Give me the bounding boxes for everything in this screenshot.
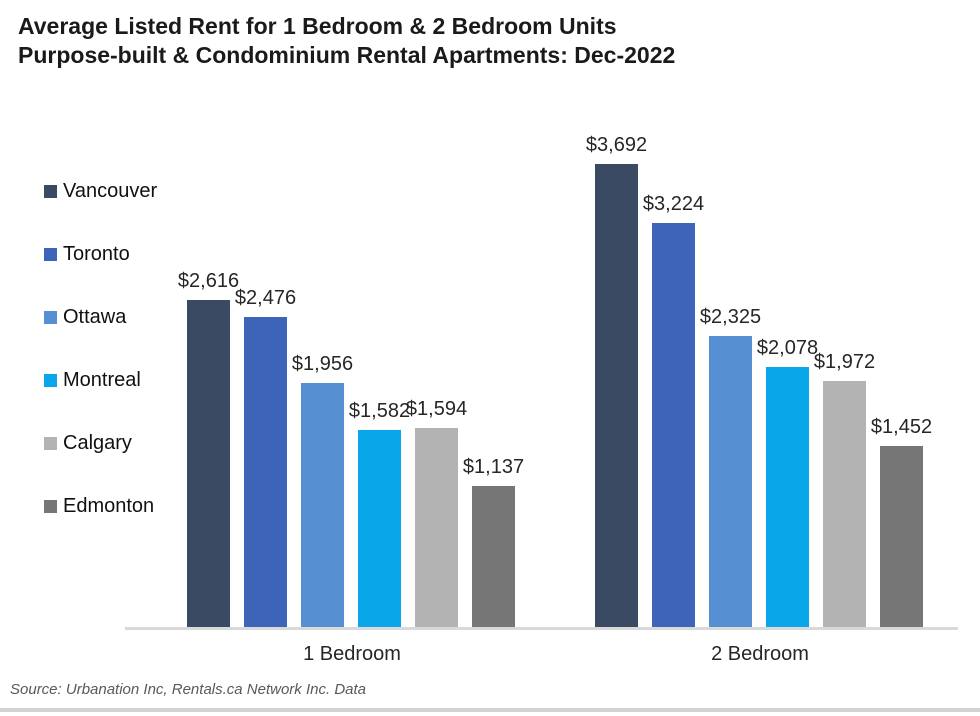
legend-swatch-icon bbox=[44, 310, 57, 324]
bar-group-1-bedroom: $2,616 $2,476 $1,956 $1,582 $1,594 $1,137 bbox=[178, 270, 524, 629]
bar-calgary-2-bedroom: $1,972 bbox=[814, 351, 875, 629]
bar-group-2-bedroom: $3,692 $3,224 $2,325 $2,078 $1,972 $1,452 bbox=[586, 134, 932, 629]
legend-label: Calgary bbox=[63, 431, 132, 454]
bar-toronto-1-bedroom: $2,476 bbox=[235, 287, 296, 629]
bottom-divider bbox=[0, 708, 980, 712]
chart-title-line2: Purpose-built & Condominium Rental Apart… bbox=[18, 42, 676, 68]
source-note: Source: Urbanation Inc, Rentals.ca Netwo… bbox=[10, 681, 367, 698]
bar-vancouver-1-bedroom: $2,616 bbox=[178, 270, 239, 629]
bar-value-label: $1,972 bbox=[813, 351, 876, 373]
legend-swatch-icon bbox=[44, 373, 57, 387]
legend-label: Montreal bbox=[63, 368, 141, 391]
chart-title: Average Listed Rent for 1 Bedroom & 2 Be… bbox=[18, 12, 675, 70]
legend-item-toronto: Toronto bbox=[44, 243, 157, 265]
legend-item-edmonton: Edmonton bbox=[44, 495, 157, 517]
legend-swatch-icon bbox=[44, 436, 57, 450]
legend-item-vancouver: Vancouver bbox=[44, 180, 157, 202]
legend-item-calgary: Calgary bbox=[44, 432, 157, 454]
bar-edmonton-2-bedroom: $1,452 bbox=[871, 416, 932, 629]
chart-legend: Vancouver Toronto Ottawa Montreal Calgary Edm… bbox=[44, 180, 157, 517]
chart-title-line1: Average Listed Rent for 1 Bedroom & 2 Be… bbox=[18, 13, 617, 39]
bar-value-label: $1,452 bbox=[870, 416, 933, 438]
bar-value-label: $1,956 bbox=[291, 353, 354, 375]
bar-value-label: $3,224 bbox=[642, 193, 705, 215]
x-axis-line bbox=[125, 627, 958, 630]
bar-value-label: $2,325 bbox=[699, 306, 762, 328]
bar-calgary-1-bedroom: $1,594 bbox=[406, 398, 467, 629]
category-label-2-bedroom: 2 Bedroom bbox=[711, 643, 809, 665]
bar-value-label: $1,594 bbox=[405, 398, 468, 420]
legend-label: Vancouver bbox=[63, 179, 158, 202]
legend-item-ottawa: Ottawa bbox=[44, 306, 157, 328]
category-label-1-bedroom: 1 Bedroom bbox=[303, 643, 401, 665]
legend-label: Edmonton bbox=[63, 494, 155, 517]
bar-value-label: $2,616 bbox=[177, 270, 240, 292]
bar-edmonton-1-bedroom: $1,137 bbox=[463, 456, 524, 629]
bar-toronto-2-bedroom: $3,224 bbox=[643, 193, 704, 629]
bar-value-label: $3,692 bbox=[585, 134, 648, 156]
legend-swatch-icon bbox=[44, 247, 57, 261]
legend-swatch-icon bbox=[44, 499, 57, 513]
legend-label: Toronto bbox=[63, 242, 130, 265]
legend-swatch-icon bbox=[44, 184, 57, 198]
legend-label: Ottawa bbox=[63, 305, 127, 328]
bar-value-label: $1,582 bbox=[348, 400, 411, 422]
bar-value-label: $2,078 bbox=[756, 337, 819, 359]
bar-ottawa-2-bedroom: $2,325 bbox=[700, 306, 761, 629]
legend-item-montreal: Montreal bbox=[44, 369, 157, 391]
bar-ottawa-1-bedroom: $1,956 bbox=[292, 353, 353, 629]
bar-montreal-1-bedroom: $1,582 bbox=[349, 400, 410, 629]
bar-montreal-2-bedroom: $2,078 bbox=[757, 337, 818, 629]
bar-value-label: $1,137 bbox=[462, 456, 525, 478]
bar-vancouver-2-bedroom: $3,692 bbox=[586, 134, 647, 629]
bar-value-label: $2,476 bbox=[234, 287, 297, 309]
